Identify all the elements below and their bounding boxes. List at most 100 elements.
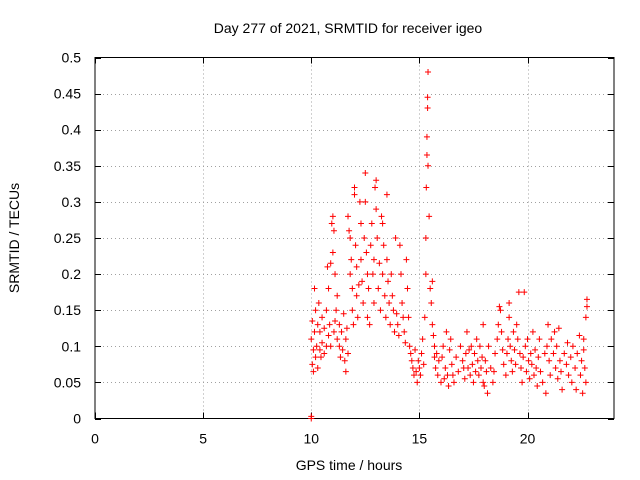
data-point <box>353 263 360 270</box>
data-point <box>518 364 525 371</box>
data-point <box>346 227 353 234</box>
data-point <box>419 336 426 343</box>
data-point <box>462 350 469 357</box>
data-point <box>581 364 588 371</box>
data-point <box>469 361 476 368</box>
data-point <box>431 343 438 350</box>
data-point <box>347 271 354 278</box>
data-point <box>413 368 420 375</box>
data-point <box>383 191 390 198</box>
data-point <box>573 386 580 393</box>
data-point <box>506 299 513 306</box>
data-point <box>364 271 371 278</box>
data-point <box>324 263 331 270</box>
data-point <box>347 235 354 241</box>
data-point <box>393 310 400 317</box>
data-point <box>425 68 432 75</box>
data-point <box>543 343 550 350</box>
data-point <box>334 292 341 299</box>
data-point <box>353 292 360 299</box>
data-point <box>582 379 589 386</box>
grid-lines <box>95 57 614 419</box>
data-point <box>323 307 330 314</box>
data-point <box>476 343 483 350</box>
data-point <box>536 336 543 343</box>
data-point <box>465 364 472 371</box>
data-point <box>329 213 336 220</box>
data-point <box>340 310 347 317</box>
data-point <box>553 343 560 350</box>
data-point <box>559 386 566 393</box>
data-point <box>352 242 359 249</box>
data-point <box>424 94 431 101</box>
data-point <box>434 372 441 379</box>
data-point <box>442 364 449 371</box>
data-point <box>336 321 343 328</box>
data-point <box>319 314 326 321</box>
data-point <box>582 314 589 321</box>
data-point <box>395 332 402 339</box>
data-point <box>382 314 389 321</box>
data-point <box>332 318 339 325</box>
data-point <box>438 379 444 386</box>
data-point <box>312 307 319 314</box>
data-point <box>369 271 376 278</box>
data-point <box>334 336 341 343</box>
data-point <box>385 278 392 285</box>
data-point <box>580 346 587 353</box>
data-point <box>511 346 518 353</box>
data-point <box>550 350 557 357</box>
data-point <box>499 346 506 353</box>
data-point <box>506 314 513 321</box>
data-point <box>539 379 546 386</box>
data-point <box>314 321 321 328</box>
data-point <box>363 249 370 256</box>
data-point <box>414 379 421 386</box>
data-point <box>327 343 334 350</box>
data-point <box>388 271 395 278</box>
data-point <box>547 372 554 379</box>
data-point <box>473 336 480 343</box>
data-point <box>351 191 358 198</box>
data-point <box>433 350 440 357</box>
data-point <box>373 206 380 213</box>
data-point <box>534 383 541 390</box>
data-point <box>361 235 368 241</box>
data-point <box>507 343 514 350</box>
data-point <box>554 375 561 382</box>
data-point <box>569 343 576 350</box>
data-point <box>383 256 390 263</box>
data-point <box>495 321 502 328</box>
data-point <box>579 390 586 397</box>
x-tick-label: 20 <box>520 431 536 447</box>
data-point <box>475 372 482 379</box>
data-point <box>332 271 339 278</box>
data-point <box>423 133 430 140</box>
data-point <box>487 364 494 371</box>
x-tick-label: 0 <box>91 431 99 447</box>
data-point <box>409 364 416 371</box>
data-point <box>481 383 488 390</box>
data-point <box>367 242 374 249</box>
y-tick-label: 0.15 <box>54 302 81 318</box>
data-point <box>489 379 496 386</box>
data-point <box>530 372 537 379</box>
data-points <box>308 68 590 422</box>
data-point <box>537 368 544 375</box>
data-point <box>428 299 435 306</box>
data-point <box>498 328 505 335</box>
data-point <box>541 350 548 357</box>
data-point <box>354 314 361 321</box>
data-point <box>362 198 369 205</box>
data-point <box>357 220 364 227</box>
x-axis-label: GPS time / hours <box>296 457 403 473</box>
data-point <box>333 307 340 314</box>
data-point <box>326 321 333 328</box>
data-point <box>450 379 457 386</box>
data-point <box>449 372 456 379</box>
x-tick-label: 15 <box>412 431 428 447</box>
data-point <box>381 292 388 299</box>
data-point <box>339 346 346 353</box>
data-point <box>341 357 348 364</box>
